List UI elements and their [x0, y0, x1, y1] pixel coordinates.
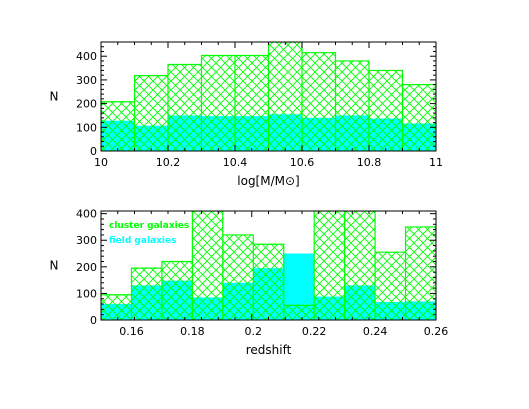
x-tick-label: 0.24 — [363, 325, 388, 338]
legend-cluster: cluster galaxies — [109, 221, 189, 231]
cluster-bar — [268, 42, 302, 151]
legend-field: field galaxies — [109, 236, 176, 246]
x-tick-label: 0.16 — [119, 325, 144, 338]
x-tick-label: 0.18 — [180, 325, 205, 338]
cluster-bar — [235, 55, 269, 151]
cluster-bar — [375, 252, 406, 320]
x-tick-label: 10.2 — [156, 156, 181, 169]
redshift-histogram-panel: 0.16 0.18 0.2 0.22 0.24 0.26 0 100 200 300 400 reds… — [50, 208, 449, 357]
cluster-bar — [335, 60, 369, 151]
cluster-bar — [161, 261, 193, 320]
cluster-outline — [101, 42, 436, 151]
cluster-bar — [101, 294, 132, 320]
bars — [101, 211, 436, 320]
cluster-bar — [131, 268, 162, 320]
cluster-bar — [283, 305, 315, 320]
cluster-bar — [253, 244, 284, 320]
x-tick-label: 0.22 — [302, 325, 327, 338]
cluster-bar — [369, 70, 403, 151]
cluster-bar — [192, 211, 223, 320]
y-tick-label: 400 — [76, 208, 97, 221]
x-tick-label: 10.6 — [290, 156, 315, 169]
y-tick-label: 0 — [90, 314, 97, 327]
x-axis-label: redshift — [246, 343, 292, 357]
y-tick-label: 0 — [90, 145, 97, 158]
y-axis-label: N — [50, 259, 59, 273]
y-tick-label: 200 — [76, 261, 97, 274]
mass-histogram-panel: 10 10.2 10.4 10.6 10.8 11 0 100 200 300 400 log[M/M… — [50, 41, 443, 188]
x-tick-label: 11 — [429, 156, 443, 169]
cluster-bar — [168, 64, 202, 151]
y-tick-label: 200 — [76, 98, 97, 111]
x-tick-label: 10.8 — [357, 156, 382, 169]
x-tick-label: 10.4 — [223, 156, 248, 169]
x-tick-label: 10 — [94, 156, 108, 169]
cluster-bar — [344, 211, 376, 320]
y-tick-label: 400 — [76, 50, 97, 63]
x-tick-label: 0.26 — [424, 325, 449, 338]
y-tick-label: 300 — [76, 234, 97, 247]
cluster-bar — [201, 55, 235, 151]
cluster-bar — [101, 101, 135, 151]
cluster-bar — [302, 52, 336, 151]
bars — [101, 42, 436, 151]
cluster-bar — [222, 234, 254, 320]
y-tick-label: 100 — [76, 121, 97, 134]
cluster-bar — [402, 84, 436, 151]
y-tick-label: 100 — [76, 287, 97, 300]
y-axis-label: N — [50, 90, 59, 104]
cluster-bar — [405, 226, 436, 320]
x-axis-label: log[M/M⊙] — [237, 174, 299, 188]
cluster-bar — [314, 211, 345, 320]
x-tick-label: 0.2 — [245, 325, 263, 338]
cluster-bar — [134, 75, 168, 151]
y-tick-label: 300 — [76, 74, 97, 87]
